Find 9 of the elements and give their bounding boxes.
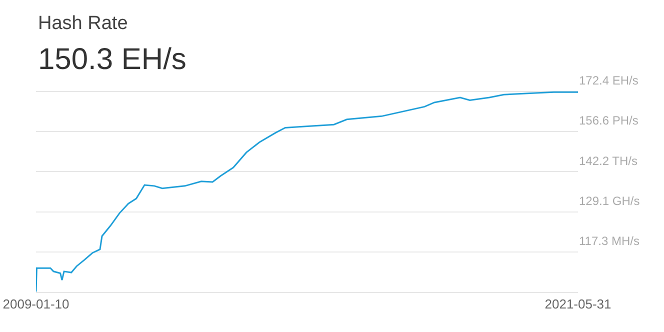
chart-subtitle: 150.3 EH/s	[38, 43, 186, 76]
y-tick-label: 172.4 EH/s	[579, 74, 638, 88]
y-tick-label: 142.2 TH/s	[579, 154, 638, 168]
y-tick-label: 129.1 GH/s	[579, 194, 640, 208]
chart-title: Hash Rate	[38, 13, 128, 34]
y-tick-label: 156.6 PH/s	[579, 114, 638, 128]
y-tick-label: 117.3 MH/s	[579, 234, 640, 248]
x-tick-label: 2021-05-31	[544, 296, 612, 312]
x-tick-label: 2009-01-10	[2, 296, 70, 312]
